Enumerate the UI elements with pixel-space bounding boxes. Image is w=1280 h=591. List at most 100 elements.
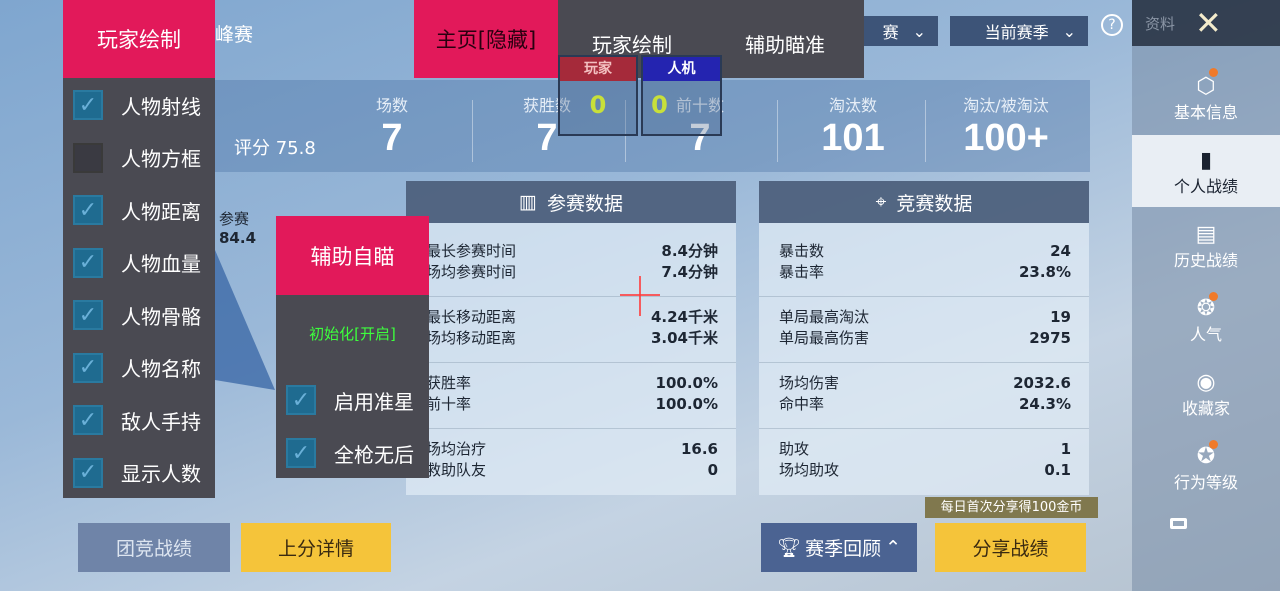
stat-value: 3.04千米 bbox=[650, 329, 718, 347]
bar-chart-icon: ▥ bbox=[519, 191, 537, 213]
sidebar-header bbox=[1132, 0, 1280, 46]
behavior-icon: ✪ bbox=[1196, 444, 1216, 469]
stat-value: 2975 bbox=[1029, 329, 1071, 347]
option-options-1[interactable]: 人物方框 bbox=[73, 142, 201, 173]
aim-assist-header[interactable]: 辅助自瞄 bbox=[276, 216, 429, 295]
option-label: 人物方框 bbox=[121, 147, 201, 171]
stat-value: 100.0% bbox=[655, 374, 718, 392]
sidebar-label: 行为等级 bbox=[1173, 473, 1238, 492]
season-review-button[interactable]: 🏆︎ 赛季回顾 ⌃ bbox=[761, 523, 917, 572]
option-label: 人物名称 bbox=[121, 357, 201, 381]
stat-value: 24.3% bbox=[1018, 395, 1071, 413]
team-stats-button[interactable]: 团竞战绩 bbox=[78, 523, 230, 572]
rating: 评分 75.8 bbox=[234, 138, 316, 159]
checkbox[interactable]: ✓ bbox=[73, 405, 103, 435]
sidebar-item-personal-stats[interactable]: ▮ 个人战绩 bbox=[1132, 148, 1280, 197]
stat-label: 助攻 bbox=[779, 440, 810, 458]
competition-panel: ⌖ 竞赛数据 暴击数 24 暴击率 23.8% 单局最高淘汰 19 单局最高伤害 2975 场均伤… bbox=[759, 181, 1089, 495]
stats-band bbox=[215, 80, 1090, 172]
stat-label: 最长移动距离 bbox=[426, 308, 517, 326]
checkbox[interactable]: ✓ bbox=[73, 457, 103, 488]
option-options-4[interactable]: ✓ 人物骨骼 bbox=[73, 300, 201, 330]
sidebar-item-collector[interactable]: ◉ 收藏家 bbox=[1132, 370, 1280, 419]
option-options-6[interactable]: ✓ 敌人手持 bbox=[73, 405, 201, 435]
stat-value: 16.6 bbox=[680, 440, 718, 458]
rank-details-button[interactable]: 上分详情 bbox=[241, 523, 391, 572]
panel-title: 竞赛数据 bbox=[896, 192, 973, 215]
menu-icon[interactable] bbox=[1170, 518, 1187, 529]
close-button[interactable]: ✕ bbox=[1195, 4, 1222, 42]
stat-label: 前十率 bbox=[426, 395, 472, 413]
aim-init-status: 初始化[开启] bbox=[309, 325, 396, 343]
sidebar-selected-bg bbox=[1132, 135, 1280, 207]
sidebar-label: 收藏家 bbox=[1181, 399, 1230, 418]
question-circle-icon[interactable]: ? bbox=[1101, 14, 1123, 36]
option-aim_options-0[interactable]: ✓ 启用准星 bbox=[286, 385, 414, 415]
divider bbox=[777, 100, 778, 162]
player-draw-header[interactable]: 玩家绘制 bbox=[63, 0, 215, 78]
sidebar-item-basic-info[interactable]: ⬡ 基本信息 bbox=[1132, 74, 1280, 123]
option-label: 人物射线 bbox=[121, 94, 201, 119]
notification-dot bbox=[1209, 68, 1218, 77]
radar-shape bbox=[215, 250, 275, 390]
option-aim_options-1[interactable]: ✓ 全枪无后 bbox=[286, 438, 414, 468]
option-options-0[interactable]: ✓ 人物射线 bbox=[73, 90, 201, 120]
option-label: 全枪无后 bbox=[334, 442, 414, 467]
stat-row: 命中率 24.3% bbox=[759, 394, 1089, 415]
trophy-icon: 🏆︎ bbox=[776, 537, 802, 559]
crosshair-icon: ⌖ bbox=[875, 191, 887, 213]
share-button[interactable]: 分享战绩 bbox=[935, 523, 1086, 572]
stat-value: 24 bbox=[1050, 242, 1071, 260]
aim-assist-menu: 初始化[开启] ✓ 启用准星 ✓ 全枪无后 bbox=[276, 295, 429, 478]
tab-player-draw[interactable]: 玩家绘制 bbox=[592, 33, 672, 57]
checkbox[interactable]: ✓ bbox=[286, 385, 316, 415]
checkbox[interactable]: ✓ bbox=[286, 438, 316, 468]
stat-value: 0.1 bbox=[1044, 461, 1071, 479]
stat-value: 1 bbox=[1060, 440, 1071, 458]
checkbox[interactable]: ✓ bbox=[73, 195, 103, 225]
option-options-2[interactable]: ✓ 人物距离 bbox=[73, 195, 201, 225]
player-counter: 玩家 0 bbox=[558, 55, 638, 136]
stat-value: 4.24千米 bbox=[650, 308, 718, 326]
stat-group: 单局最高淘汰 19 单局最高伤害 2975 bbox=[759, 297, 1089, 363]
sidebar-item-popularity[interactable]: ❂ 人气 bbox=[1132, 296, 1280, 345]
chevron-down-icon: ⌄ bbox=[912, 21, 926, 41]
sidebar-item-history[interactable]: ▤ 历史战绩 bbox=[1132, 222, 1280, 271]
checkbox[interactable]: ✓ bbox=[73, 90, 103, 120]
stat-row: 暴击数 24 bbox=[759, 241, 1089, 262]
option-options-7[interactable]: ✓ 显示人数 bbox=[73, 457, 201, 488]
stat-row: 最长参赛时间 8.4分钟 bbox=[406, 241, 736, 262]
checkbox[interactable]: ✓ bbox=[73, 352, 103, 383]
collector-icon: ◉ bbox=[1196, 370, 1216, 395]
tab-aim-assist[interactable]: 辅助瞄准 bbox=[745, 33, 825, 57]
stat-group: 最长移动距离 4.24千米 场均移动距离 3.04千米 bbox=[406, 297, 736, 363]
stat-row: 前十率 100.0% bbox=[406, 394, 736, 415]
panel-title: 参赛数据 bbox=[546, 192, 623, 215]
season-dropdown[interactable]: 当前赛季 ⌄ bbox=[950, 16, 1088, 46]
stat-label: 场均伤害 bbox=[779, 374, 840, 392]
stat-row: 最长移动距离 4.24千米 bbox=[406, 307, 736, 328]
season-label: 当前赛季 bbox=[984, 23, 1049, 42]
option-label: 人物血量 bbox=[121, 252, 201, 276]
chevron-up-icon: ⌃ bbox=[885, 536, 902, 559]
radar-chart bbox=[215, 250, 275, 390]
option-options-5[interactable]: ✓ 人物名称 bbox=[73, 352, 201, 383]
stat-value: 7.4分钟 bbox=[661, 263, 718, 281]
option-label: 人物骨骼 bbox=[121, 304, 201, 329]
option-options-3[interactable]: ✓ 人物血量 bbox=[73, 247, 201, 278]
mode-label: 赛 bbox=[882, 23, 899, 42]
home-hide-button[interactable]: 主页[隐藏] bbox=[414, 0, 558, 78]
stat-row: 场均治疗 16.6 bbox=[406, 439, 736, 460]
checkbox[interactable] bbox=[73, 142, 103, 173]
checkbox[interactable]: ✓ bbox=[73, 247, 103, 278]
notification-dot bbox=[1209, 440, 1218, 449]
stat-label: 场均参赛时间 bbox=[426, 263, 517, 281]
button-label: 赛季回顾 bbox=[805, 538, 882, 560]
sidebar-item-behavior[interactable]: ✪ 行为等级 bbox=[1132, 444, 1280, 493]
stat-row: 场均伤害 2032.6 bbox=[759, 373, 1089, 394]
stat-row: 救助队友 0 bbox=[406, 460, 736, 481]
checkbox[interactable]: ✓ bbox=[73, 300, 103, 330]
stat-group: 场均伤害 2032.6 命中率 24.3% bbox=[759, 363, 1089, 429]
sidebar-label: 人气 bbox=[1189, 325, 1222, 344]
sidebar bbox=[1132, 0, 1280, 591]
